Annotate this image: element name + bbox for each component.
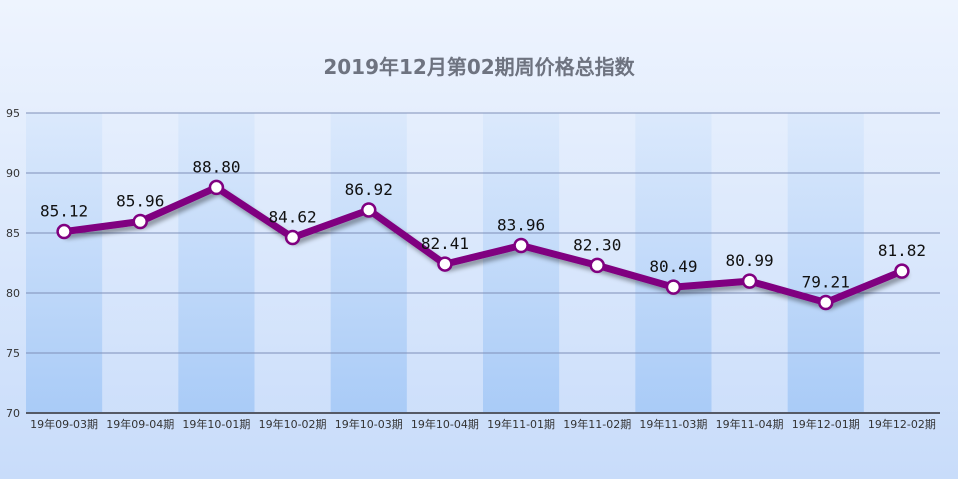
data-label: 88.80 — [192, 157, 240, 176]
y-tick-label: 75 — [6, 347, 20, 360]
category-band — [26, 113, 103, 413]
x-tick-label: 19年09-04期 — [106, 417, 174, 431]
data-label: 84.62 — [268, 208, 316, 227]
x-tick-label: 19年10-03期 — [335, 417, 403, 431]
x-tick-label: 19年12-01期 — [792, 417, 860, 431]
data-point-marker — [208, 179, 225, 196]
x-tick-label: 19年10-01期 — [182, 417, 250, 431]
data-label: 82.41 — [421, 234, 469, 253]
chart-title: 2019年12月第02期周价格总指数 — [323, 55, 635, 79]
series-line-group — [60, 183, 906, 306]
data-label: 82.30 — [573, 235, 621, 254]
y-tick-label: 95 — [6, 107, 20, 120]
data-point-marker — [361, 202, 377, 218]
data-point-marker — [284, 229, 301, 246]
data-label: 81.82 — [878, 241, 926, 260]
data-point-marker — [513, 237, 529, 254]
data-point-marker — [437, 256, 453, 272]
data-label: 80.99 — [725, 251, 773, 270]
x-tick-label: 19年12-02期 — [868, 417, 936, 431]
x-tick-label: 19年11-03期 — [639, 417, 707, 431]
x-tick-label: 19年10-04期 — [411, 417, 479, 431]
y-tick-label: 90 — [6, 167, 20, 180]
data-label: 79.21 — [802, 272, 850, 291]
data-point-marker — [894, 263, 910, 279]
x-tick-label: 19年10-02期 — [259, 417, 327, 431]
data-point-marker — [589, 257, 605, 274]
category-band — [787, 113, 864, 413]
series-line — [60, 183, 906, 306]
category-bands — [26, 113, 864, 413]
x-tick-label: 19年09-03期 — [30, 417, 98, 431]
data-point-marker — [132, 213, 148, 230]
x-tick-label: 19年11-01期 — [487, 417, 555, 431]
data-label-group: 85.12 85.96 88.80 84.62 86.92 82.41 83.96 82.30… — [40, 157, 926, 291]
data-label: 83.96 — [497, 215, 545, 234]
y-tick-label: 70 — [6, 407, 20, 420]
x-axis-ticks: 19年09-03期 19年09-04期 19年10-01期 19年10-02期 19年1… — [30, 417, 936, 431]
data-point-marker — [741, 273, 758, 289]
category-band — [483, 113, 560, 413]
data-point-marker — [818, 294, 834, 311]
data-point-marker — [665, 279, 682, 295]
y-axis-ticks: 70 75 80 85 90 95 — [6, 107, 20, 420]
x-tick-label: 19年11-04期 — [716, 417, 784, 431]
category-band — [635, 113, 712, 413]
x-tick-label: 19年11-02期 — [563, 417, 631, 431]
y-tick-label: 85 — [6, 227, 20, 240]
marker-group — [56, 179, 910, 311]
data-label: 85.96 — [116, 191, 164, 210]
category-band — [178, 113, 255, 413]
category-band — [330, 113, 407, 413]
data-point-marker — [56, 223, 72, 240]
data-label: 86.92 — [345, 180, 393, 199]
data-label: 80.49 — [649, 257, 697, 276]
data-label: 85.12 — [40, 202, 88, 221]
y-tick-label: 80 — [6, 287, 20, 300]
